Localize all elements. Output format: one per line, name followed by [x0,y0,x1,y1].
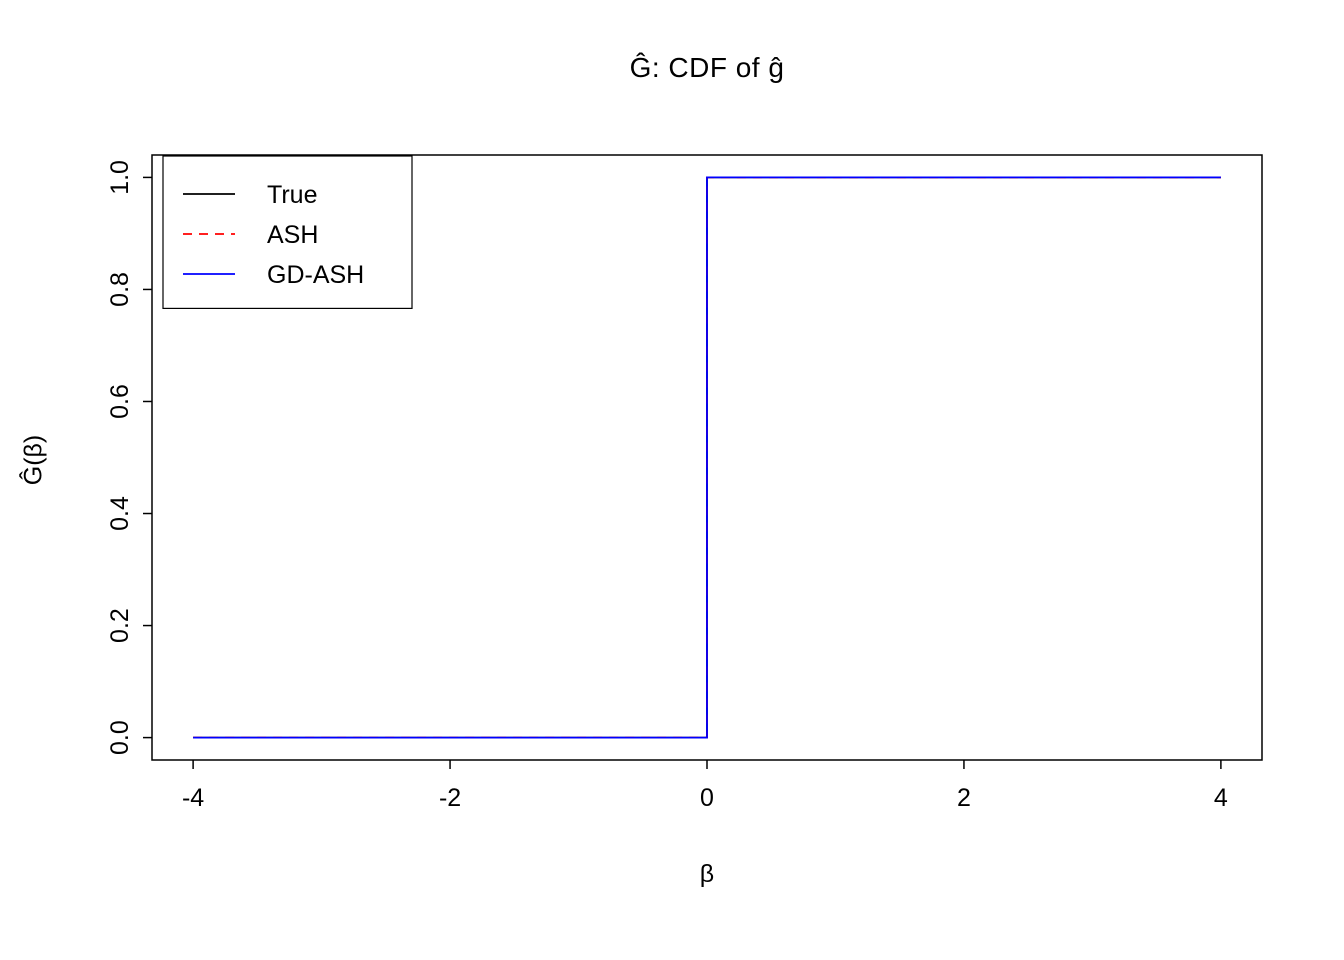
legend-entry-gd-ash: GD-ASH [183,261,364,289]
x-tick-label: -4 [182,784,204,812]
y-tick-label: 0.0 [106,720,134,755]
y-tick-label: 1.0 [106,160,134,195]
x-tick-label: 2 [957,784,971,812]
y-tick-label: 0.4 [106,496,134,531]
x-tick-label: 4 [1214,784,1228,812]
y-tick-label: 0.6 [106,384,134,419]
legend-label: GD-ASH [267,261,364,289]
x-axis: -4 -2 0 2 4 [182,760,1228,812]
x-axis-label: β [699,860,715,888]
x-tick-label: 0 [700,784,714,812]
data-series-group [193,176,1221,739]
legend: True ASH GD-ASH [162,155,413,309]
series-line-gd-ash [193,176,1221,739]
legend-box [162,155,413,309]
y-tick-label: 0.8 [106,272,134,307]
y-axis: 0.0 0.2 0.4 0.6 0.8 1.0 [106,160,152,755]
chart-title: Ĝ: CDF of ĝ [629,52,785,83]
y-tick-label: 0.2 [106,608,134,643]
legend-label: True [267,181,317,209]
legend-entry-ash: ASH [183,221,318,249]
legend-entry-true: True [183,181,317,209]
legend-label: ASH [267,221,318,249]
x-tick-label: -2 [439,784,461,812]
